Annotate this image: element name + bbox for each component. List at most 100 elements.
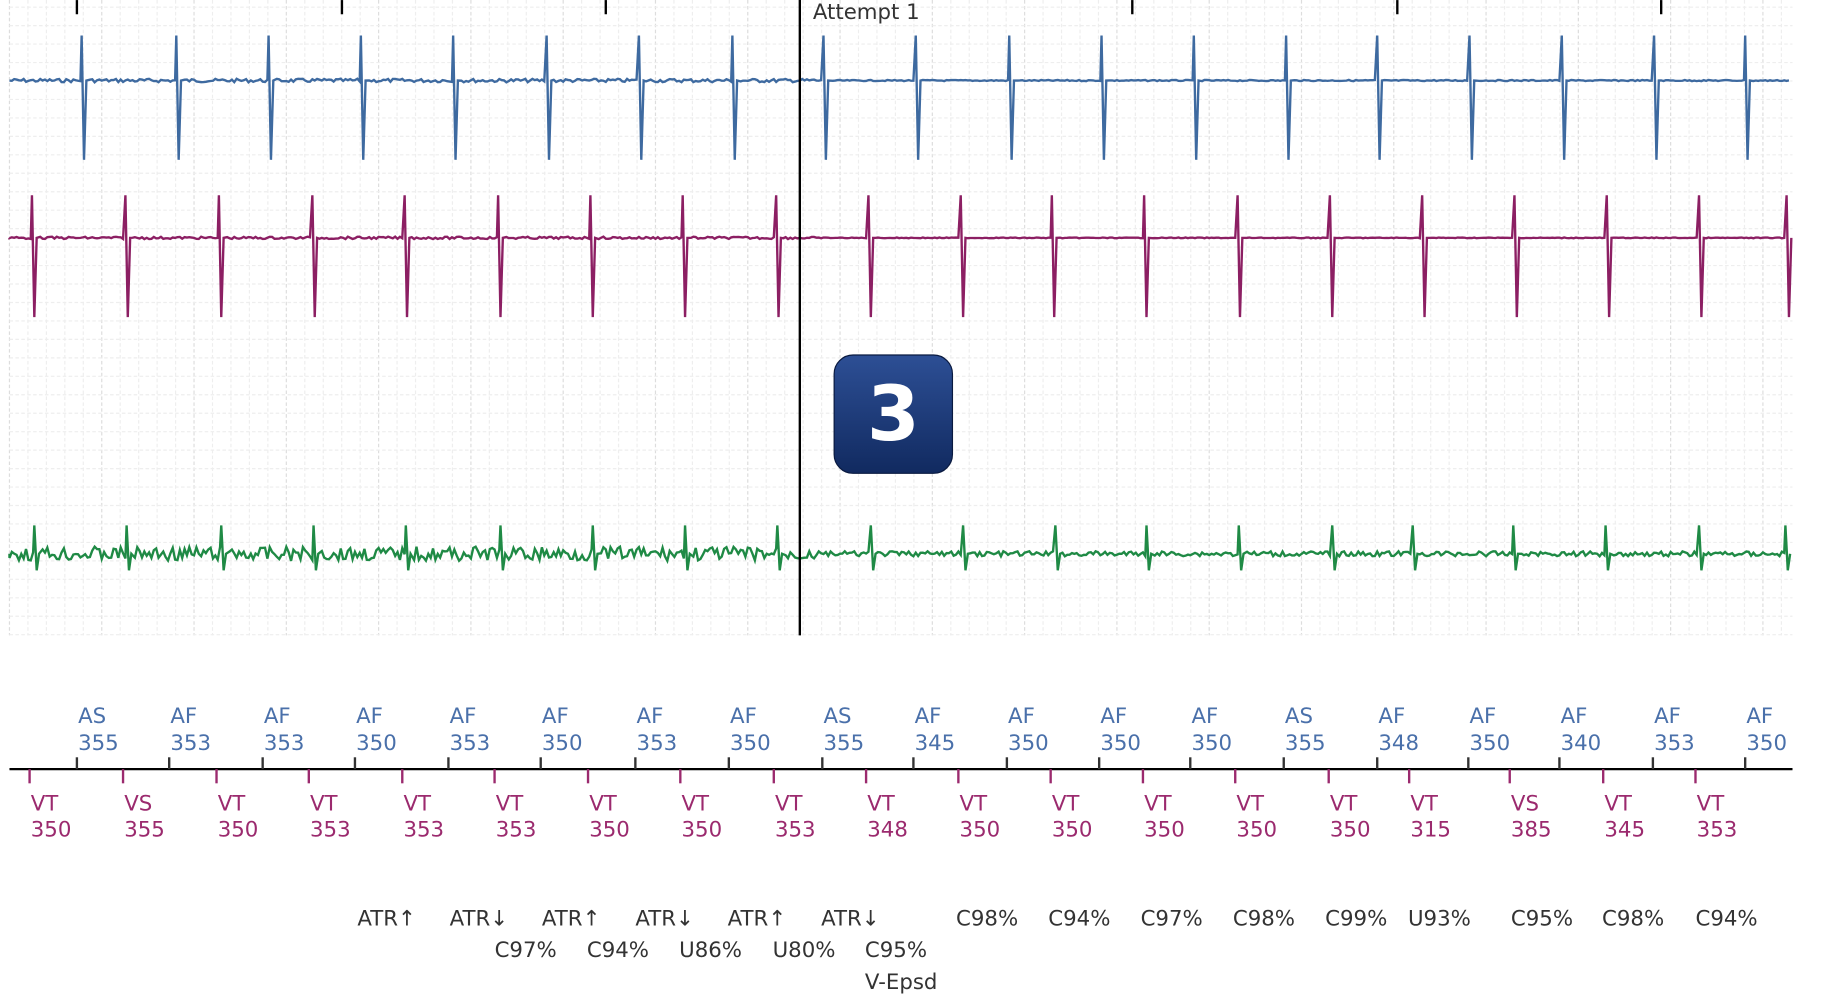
atrial-marker-label: AF bbox=[1746, 704, 1773, 729]
ventricular-marker-label: VT bbox=[218, 792, 247, 817]
atrial-marker-value: 350 bbox=[1008, 731, 1049, 756]
atrial-marker-value: 355 bbox=[78, 731, 119, 756]
atrial-marker-label: AF bbox=[1654, 704, 1681, 729]
ventricular-egm bbox=[8, 195, 1793, 318]
atrial-marker-value: 353 bbox=[264, 731, 305, 756]
atrial-marker-label: AF bbox=[264, 704, 291, 729]
event-annotation-text: C98% bbox=[1233, 906, 1295, 931]
ventricular-marker-value: 350 bbox=[1144, 818, 1185, 843]
atrial-marker-label: AF bbox=[1191, 704, 1218, 729]
event-annotation: Attempt 1 bbox=[813, 0, 920, 25]
atrial-egm bbox=[9, 35, 1790, 160]
atrial-marker-label: AF bbox=[1008, 704, 1035, 729]
atrial-marker-value: 353 bbox=[450, 731, 491, 756]
ventricular-marker-value: 353 bbox=[496, 818, 537, 843]
ventricular-marker-label: VT bbox=[1236, 792, 1265, 817]
ventricular-marker-value: 350 bbox=[1052, 818, 1093, 843]
ventricular-marker-value: 353 bbox=[310, 818, 351, 843]
event-annotation-text: ATR↑ bbox=[728, 906, 787, 931]
atrial-marker-value: 353 bbox=[637, 731, 678, 756]
ventricular-marker-label: VT bbox=[496, 792, 525, 817]
ventricular-marker-label: VT bbox=[1330, 792, 1359, 817]
atrial-marker-label: AS bbox=[823, 704, 851, 729]
event-annotation-text: C98% bbox=[1602, 906, 1664, 931]
event-annotation-text: ATR↓ bbox=[450, 906, 509, 931]
atrial-marker-label: AF bbox=[542, 704, 569, 729]
event-annotation-text: C94% bbox=[587, 938, 649, 963]
grid bbox=[8, 0, 1793, 636]
ventricular-marker-label: VT bbox=[310, 792, 339, 817]
ventricular-marker-value: 353 bbox=[1697, 818, 1738, 843]
atrial-marker-label: AF bbox=[356, 704, 383, 729]
atrial-marker-label: AF bbox=[637, 704, 664, 729]
atrial-marker-label: AF bbox=[450, 704, 477, 729]
ventricular-marker-label: VT bbox=[960, 792, 989, 817]
ventricular-marker-label: VT bbox=[1410, 792, 1439, 817]
event-annotation-text: ATR↓ bbox=[635, 906, 694, 931]
atrial-marker-value: 350 bbox=[730, 731, 771, 756]
atrial-marker-label: AF bbox=[915, 704, 942, 729]
event-annotation-text: C97% bbox=[495, 938, 557, 963]
atrial-marker-label: AF bbox=[1469, 704, 1496, 729]
event-annotation-text: ATR↑ bbox=[542, 906, 601, 931]
atrial-marker-label: AF bbox=[1100, 704, 1127, 729]
event-annotation-text: U86% bbox=[679, 938, 742, 963]
atrial-marker-value: 355 bbox=[823, 731, 864, 756]
atrial-marker-label: AF bbox=[1561, 704, 1588, 729]
ventricular-marker-label: VT bbox=[682, 792, 711, 817]
atrial-marker-value: 350 bbox=[1469, 731, 1510, 756]
waveforms bbox=[8, 35, 1793, 571]
badge-number: 3 bbox=[867, 370, 920, 458]
ventricular-marker-value: 353 bbox=[403, 818, 444, 843]
atrial-marker-value: 350 bbox=[1191, 731, 1232, 756]
event-annotation-text: C97% bbox=[1141, 906, 1203, 931]
event-annotation-text: C95% bbox=[1511, 906, 1573, 931]
event-annotation-text: C94% bbox=[1695, 906, 1757, 931]
ventricular-marker-value: 353 bbox=[775, 818, 816, 843]
atrial-marker-value: 340 bbox=[1561, 731, 1602, 756]
event-annotation-text: ATR↑ bbox=[357, 906, 416, 931]
ventricular-marker-value: 350 bbox=[960, 818, 1001, 843]
atrial-marker-value: 345 bbox=[915, 731, 956, 756]
ventricular-marker-value: 350 bbox=[218, 818, 259, 843]
badge bbox=[833, 354, 954, 474]
atrial-marker-label: AS bbox=[1285, 704, 1313, 729]
atrial-marker-value: 348 bbox=[1378, 731, 1419, 756]
ventricular-marker-label: VS bbox=[124, 792, 152, 817]
ventricular-marker-label: VT bbox=[775, 792, 804, 817]
ventricular-marker-label: VT bbox=[1052, 792, 1081, 817]
atrial-marker-value: 353 bbox=[1654, 731, 1695, 756]
ventricular-marker-value: 355 bbox=[124, 818, 165, 843]
ventricular-marker-label: VT bbox=[31, 792, 60, 817]
event-annotation-text: C95% bbox=[865, 938, 927, 963]
ventricular-marker-value: 350 bbox=[1330, 818, 1371, 843]
atrial-marker-value: 350 bbox=[356, 731, 397, 756]
ventricular-marker-label: VT bbox=[1697, 792, 1726, 817]
atrial-marker-label: AF bbox=[1378, 704, 1405, 729]
event-annotation-text: U93% bbox=[1408, 906, 1471, 931]
event-annotation-text: ATR↓ bbox=[821, 906, 880, 931]
event-annotation-text: C98% bbox=[956, 906, 1018, 931]
event-annotation-text: U80% bbox=[773, 938, 836, 963]
ventricular-marker-label: VT bbox=[589, 792, 618, 817]
ventricular-marker-label: VT bbox=[1144, 792, 1173, 817]
ventricular-marker-value: 350 bbox=[1236, 818, 1277, 843]
atrial-marker-value: 350 bbox=[1100, 731, 1141, 756]
atrial-marker-value: 350 bbox=[542, 731, 583, 756]
ventricular-marker-label: VS bbox=[1511, 792, 1539, 817]
ventricular-marker-value: 350 bbox=[589, 818, 630, 843]
event-annotation-text: C99% bbox=[1325, 906, 1387, 931]
atrial-marker-value: 355 bbox=[1285, 731, 1326, 756]
atrial-marker-value: 353 bbox=[170, 731, 211, 756]
ventricular-marker-value: 315 bbox=[1410, 818, 1451, 843]
ventricular-marker-label: VT bbox=[403, 792, 432, 817]
atrial-marker-label: AF bbox=[170, 704, 197, 729]
far-field-egm bbox=[8, 525, 1792, 571]
ventricular-marker-value: 348 bbox=[867, 818, 908, 843]
ventricular-marker-label: VT bbox=[1604, 792, 1633, 817]
ventricular-marker-label: VT bbox=[867, 792, 896, 817]
atrial-marker-value: 350 bbox=[1746, 731, 1787, 756]
ventricular-marker-value: 385 bbox=[1511, 818, 1552, 843]
